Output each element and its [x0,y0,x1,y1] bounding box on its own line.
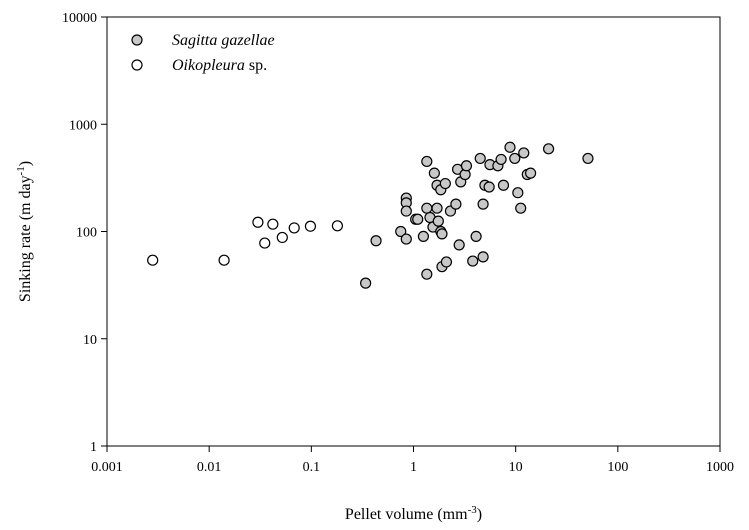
y-tick-label: 10000 [62,11,97,26]
plot-frame [106,16,721,447]
data-point-oikopleura [259,237,271,249]
data-point-oikopleura [331,220,344,232]
data-point-sagitta-gazellae [450,198,462,210]
data-point-oikopleura [304,220,317,232]
data-point-sagitta-gazellae [400,233,412,245]
data-point-sagitta-gazellae [515,202,527,214]
data-point-sagitta-gazellae [542,143,555,155]
data-point-oikopleura [276,231,288,244]
x-tick-label: 100 [607,460,628,475]
y-tick-label: 100 [76,226,97,241]
data-point-sagitta-gazellae [470,230,482,243]
data-point-sagitta-gazellae [432,215,444,227]
data-point-oikopleura [288,222,300,234]
data-point-oikopleura [147,254,159,266]
data-point-sagitta-gazellae [518,147,530,159]
data-points [147,141,594,289]
data-point-sagitta-gazellae [474,152,486,165]
data-point-sagitta-gazellae [483,181,495,193]
data-point-sagitta-gazellae [428,167,440,179]
x-tick-label: 10 [509,460,523,475]
data-point-sagitta-gazellae [436,228,448,240]
data-point-sagitta-gazellae [431,202,443,214]
data-point-sagitta-gazellae [504,141,516,153]
data-point-sagitta-gazellae [477,198,489,210]
y-tick-label: 1000 [69,118,97,133]
legend-marker [131,34,143,46]
data-point-sagitta-gazellae [495,153,507,166]
data-point-sagitta-gazellae [421,155,433,168]
y-axis-title: Sinking rate (m day-1) [15,161,34,302]
x-tick-label: 0.1 [303,460,321,475]
data-point-sagitta-gazellae [439,177,451,190]
data-point-sagitta-gazellae [417,230,430,243]
data-point-sagitta-gazellae [412,213,424,225]
data-point-sagitta-gazellae [453,239,465,251]
data-point-sagitta-gazellae [400,205,412,217]
x-tick-label: 1000 [706,460,734,475]
data-point-sagitta-gazellae [370,235,382,247]
legend-marker [131,59,143,71]
data-point-sagitta-gazellae [512,187,524,199]
y-tick-label: 10 [83,333,97,348]
plot-area [106,16,721,447]
data-point-sagitta-gazellae [467,255,479,267]
data-point-sagitta-gazellae [524,167,537,179]
legend-label: Sagitta gazellae [172,32,275,49]
x-tick-label: 0.01 [197,460,222,475]
x-tick-label: 1 [410,460,417,475]
y-axis: 1 10 100 1000 10000 [62,11,107,455]
data-point-sagitta-gazellae [421,268,433,280]
legend-label: Oikopleura sp. [172,57,267,74]
data-point-sagitta-gazellae [421,202,433,214]
data-point-oikopleura [218,254,230,266]
data-point-sagitta-gazellae [582,152,594,165]
data-point-sagitta-gazellae [360,277,372,289]
x-axis: 0.001 0.01 0.1 1 10 100 1000 [91,446,734,475]
legend: Sagitta gazellae Oikopleura sp. [131,32,275,74]
data-point-sagitta-gazellae [395,225,407,238]
data-point-sagitta-gazellae [497,179,510,191]
data-point-sagitta-gazellae [509,152,521,165]
data-point-sagitta-gazellae [440,256,453,268]
y-tick-label: 1 [90,440,97,455]
data-point-sagitta-gazellae [477,251,489,263]
data-point-sagitta-gazellae [460,160,473,172]
x-tick-label: 0.001 [91,460,123,475]
x-axis-title: Pellet volume (mm-3) [345,504,482,523]
data-point-oikopleura [252,216,264,228]
data-point-oikopleura [267,218,279,230]
